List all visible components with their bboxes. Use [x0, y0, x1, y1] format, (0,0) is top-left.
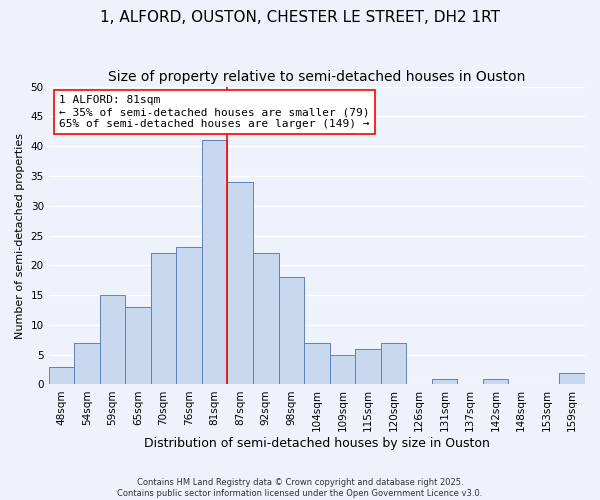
Bar	[483, 378, 508, 384]
Y-axis label: Number of semi-detached properties: Number of semi-detached properties	[15, 132, 25, 338]
Bar	[151, 254, 176, 384]
Text: Contains HM Land Registry data © Crown copyright and database right 2025.
Contai: Contains HM Land Registry data © Crown c…	[118, 478, 482, 498]
Text: 1 ALFORD: 81sqm
← 35% of semi-detached houses are smaller (79)
65% of semi-detac: 1 ALFORD: 81sqm ← 35% of semi-detached h…	[59, 96, 370, 128]
Bar	[49, 366, 74, 384]
Bar	[380, 343, 406, 384]
Bar	[176, 248, 202, 384]
Bar	[304, 343, 329, 384]
X-axis label: Distribution of semi-detached houses by size in Ouston: Distribution of semi-detached houses by …	[144, 437, 490, 450]
Bar	[227, 182, 253, 384]
Bar	[278, 277, 304, 384]
Title: Size of property relative to semi-detached houses in Ouston: Size of property relative to semi-detach…	[108, 70, 526, 84]
Bar	[74, 343, 100, 384]
Bar	[355, 348, 380, 384]
Bar	[329, 354, 355, 384]
Bar	[100, 295, 125, 384]
Bar	[432, 378, 457, 384]
Bar	[253, 254, 278, 384]
Bar	[125, 307, 151, 384]
Text: 1, ALFORD, OUSTON, CHESTER LE STREET, DH2 1RT: 1, ALFORD, OUSTON, CHESTER LE STREET, DH…	[100, 10, 500, 25]
Bar	[559, 372, 585, 384]
Bar	[202, 140, 227, 384]
